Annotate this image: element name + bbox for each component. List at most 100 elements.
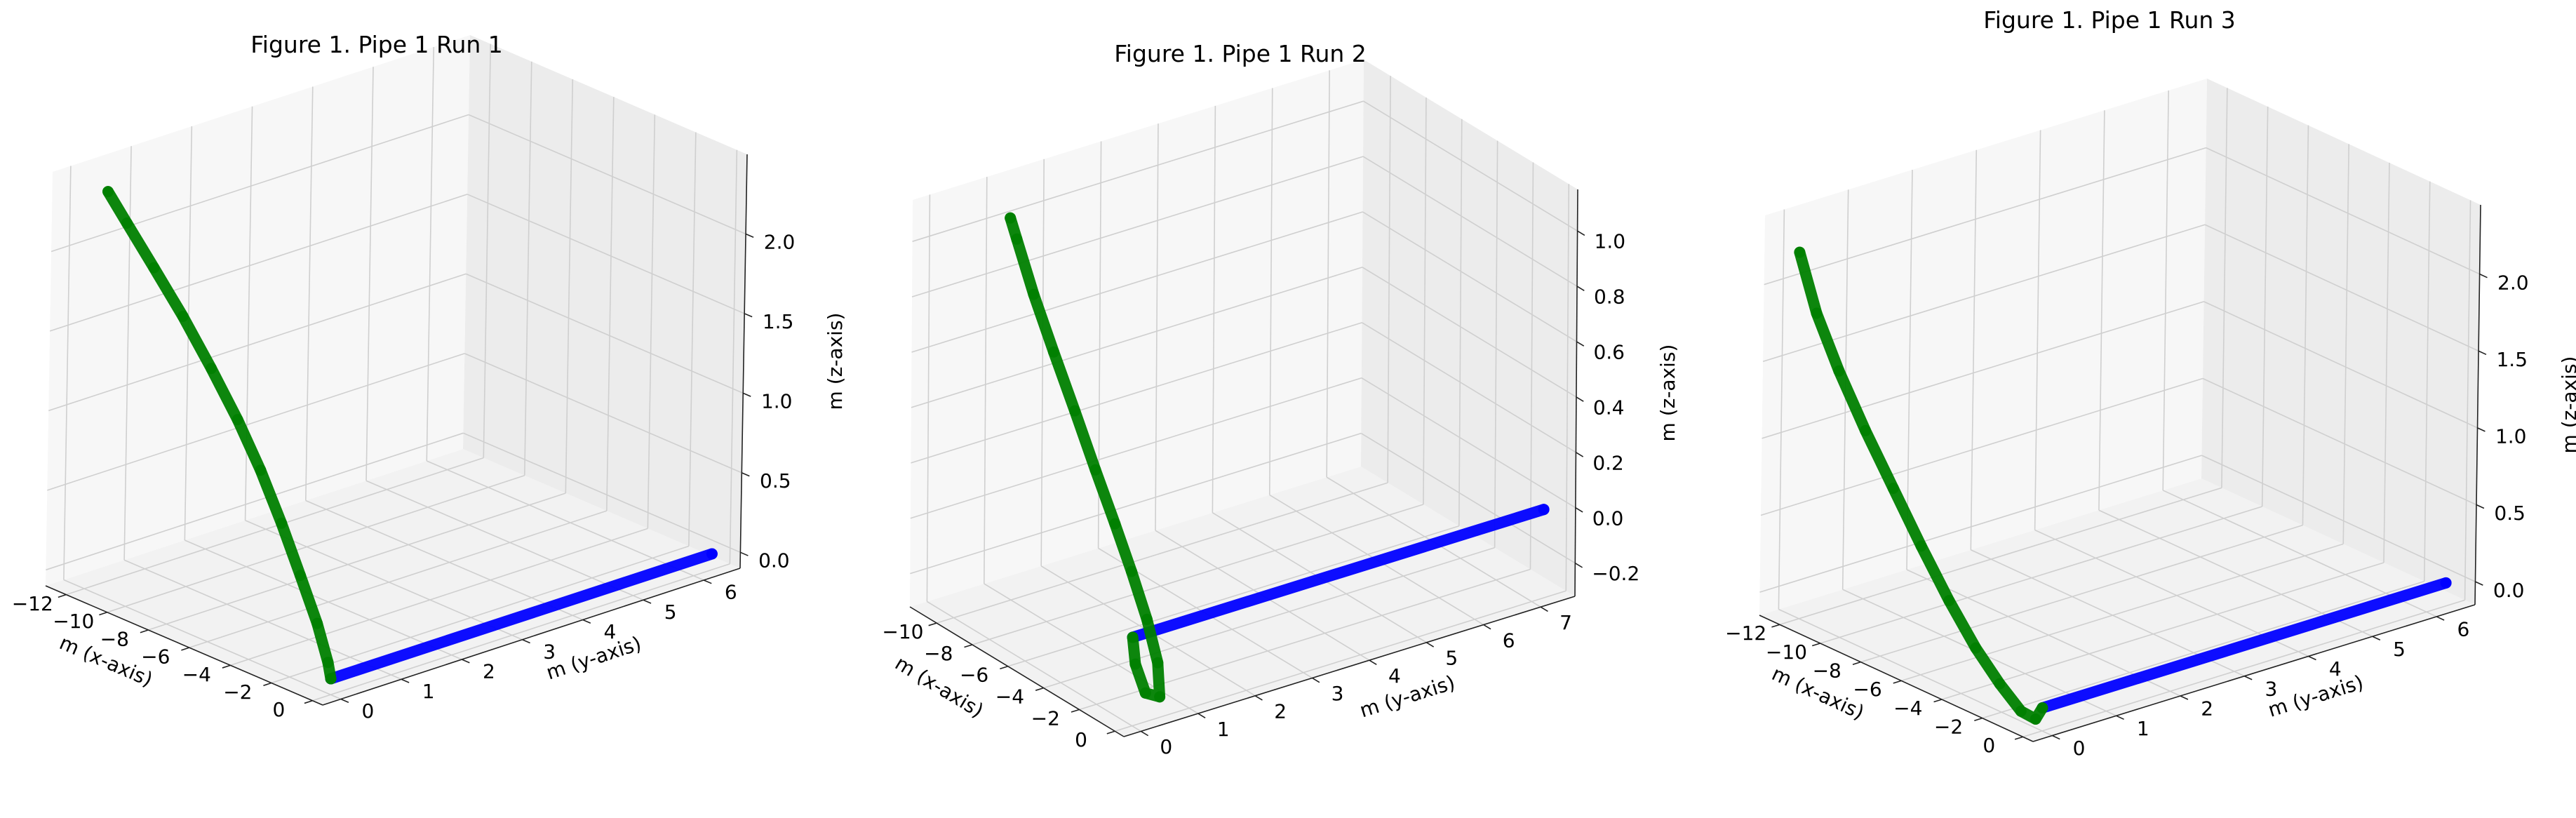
x-tick-mark xyxy=(1071,709,1080,713)
series-line-green xyxy=(102,186,337,685)
y-tick-mark xyxy=(340,698,349,704)
y-tick-mark xyxy=(1141,730,1149,737)
y-grid-line xyxy=(1326,70,1330,478)
x-tick-mark xyxy=(304,699,313,704)
x-tick-mark xyxy=(1974,717,1983,721)
x-grid-line xyxy=(2464,200,2471,601)
y-grid-line xyxy=(365,480,644,601)
series-point xyxy=(1048,346,1059,358)
x-grid-line xyxy=(1458,119,1463,526)
z-grid-line xyxy=(1362,267,1577,398)
series-point xyxy=(322,657,334,669)
z-grid-line xyxy=(467,194,745,314)
series-line-blue xyxy=(1127,504,1550,643)
x-grid-line xyxy=(1900,543,2344,682)
y-tick-label: 3 xyxy=(1331,682,1344,705)
z-grid-line xyxy=(468,114,746,235)
z-tick-label: 0.5 xyxy=(2494,502,2525,525)
z-grid-line xyxy=(911,156,1364,297)
z-grid-line xyxy=(1762,224,2206,363)
series-point xyxy=(1794,246,1806,258)
x-tick-label: −12 xyxy=(1725,622,1766,645)
z-tick-label: 1.0 xyxy=(1595,230,1626,253)
x-tick-mark xyxy=(964,644,973,648)
y-grid-line xyxy=(63,166,72,580)
z-tick-mark xyxy=(741,472,750,477)
y-tick-label: 5 xyxy=(1445,647,1458,670)
y-axis-line xyxy=(2032,604,2476,742)
z-tick-mark xyxy=(2477,427,2486,432)
z-tick-label: 0.5 xyxy=(760,469,791,492)
z-tick-mark xyxy=(2479,273,2488,279)
y-tick-mark xyxy=(2436,616,2445,621)
x-tick-mark xyxy=(1893,680,1902,684)
z-tick-mark xyxy=(742,392,751,397)
x-tick-label: −4 xyxy=(182,663,211,686)
x-grid-line xyxy=(1007,525,1460,667)
z-grid-line xyxy=(911,322,1362,464)
series-point xyxy=(1069,405,1081,417)
x-tick-label: −6 xyxy=(141,645,170,669)
y-axis-label: m (y-axis) xyxy=(2265,671,2366,722)
y-axis-label: m (y-axis) xyxy=(1357,671,1458,722)
z-grid-line xyxy=(1360,432,1576,564)
z-grid-line xyxy=(2202,377,2477,506)
z-grid-line xyxy=(1762,301,2204,439)
series-point xyxy=(148,262,160,274)
y-grid-line xyxy=(123,559,402,680)
x-grid-line xyxy=(1779,487,2222,626)
y-grid-line xyxy=(426,460,704,581)
y-tick-mark xyxy=(522,639,530,644)
x-grid-line xyxy=(1115,590,1567,732)
y-tick-label: 5 xyxy=(2393,638,2406,661)
series-point xyxy=(1089,464,1101,476)
x-tick-label: 0 xyxy=(1075,728,1087,751)
y-grid-line xyxy=(1040,159,1045,566)
x-axis-line xyxy=(909,606,1125,737)
z-grid-line xyxy=(1363,100,1578,232)
series-point xyxy=(1915,540,1927,552)
y-tick-label: 2 xyxy=(483,660,495,683)
y-tick-mark xyxy=(1483,624,1491,630)
y-tick-label: 3 xyxy=(543,640,556,663)
x-grid-line xyxy=(647,114,656,529)
floor-pane xyxy=(1759,478,2475,742)
z-axis-label: m (z-axis) xyxy=(1656,344,1679,442)
y-tick-label: 5 xyxy=(664,601,677,624)
y-tick-mark xyxy=(401,678,410,683)
x-tick-mark xyxy=(2014,736,2023,740)
y-tick-label: 7 xyxy=(1559,611,1572,634)
y-grid-line xyxy=(926,194,931,602)
chart-title: Figure 1. Pipe 1 Run 2 xyxy=(1114,40,1367,67)
y-tick-mark xyxy=(1312,677,1320,683)
series-line-blue xyxy=(2037,577,2452,713)
z-axis-line xyxy=(739,154,748,569)
x-grid-line xyxy=(107,475,525,613)
z-grid-line xyxy=(1759,455,2202,593)
x-grid-line xyxy=(565,79,574,493)
y-tick-mark xyxy=(1198,713,1206,718)
x-tick-mark xyxy=(99,612,108,616)
x-tick-label: −12 xyxy=(12,592,53,615)
y-grid-line xyxy=(2098,110,2105,511)
y-grid-line xyxy=(1970,149,1978,550)
z-tick-label: 1.0 xyxy=(761,389,793,413)
y-tick-label: 6 xyxy=(725,581,737,604)
z-grid-line xyxy=(912,100,1364,242)
z-grid-line xyxy=(910,432,1362,575)
floor-pane xyxy=(46,449,740,705)
y-grid-line xyxy=(1268,88,1273,495)
x-grid-line xyxy=(972,504,1424,645)
series-point xyxy=(1109,518,1121,530)
x-tick-label: −2 xyxy=(1934,715,1963,738)
series-point xyxy=(255,464,267,476)
series-point xyxy=(1860,424,1872,436)
z-tick-mark xyxy=(1576,396,1584,402)
z-tick-mark xyxy=(1576,341,1585,347)
x-grid-line xyxy=(523,61,532,476)
x-grid-line xyxy=(1860,524,2303,663)
z-grid-line xyxy=(47,353,465,491)
x-grid-line xyxy=(1820,506,2262,644)
x-tick-label: −10 xyxy=(882,620,923,643)
